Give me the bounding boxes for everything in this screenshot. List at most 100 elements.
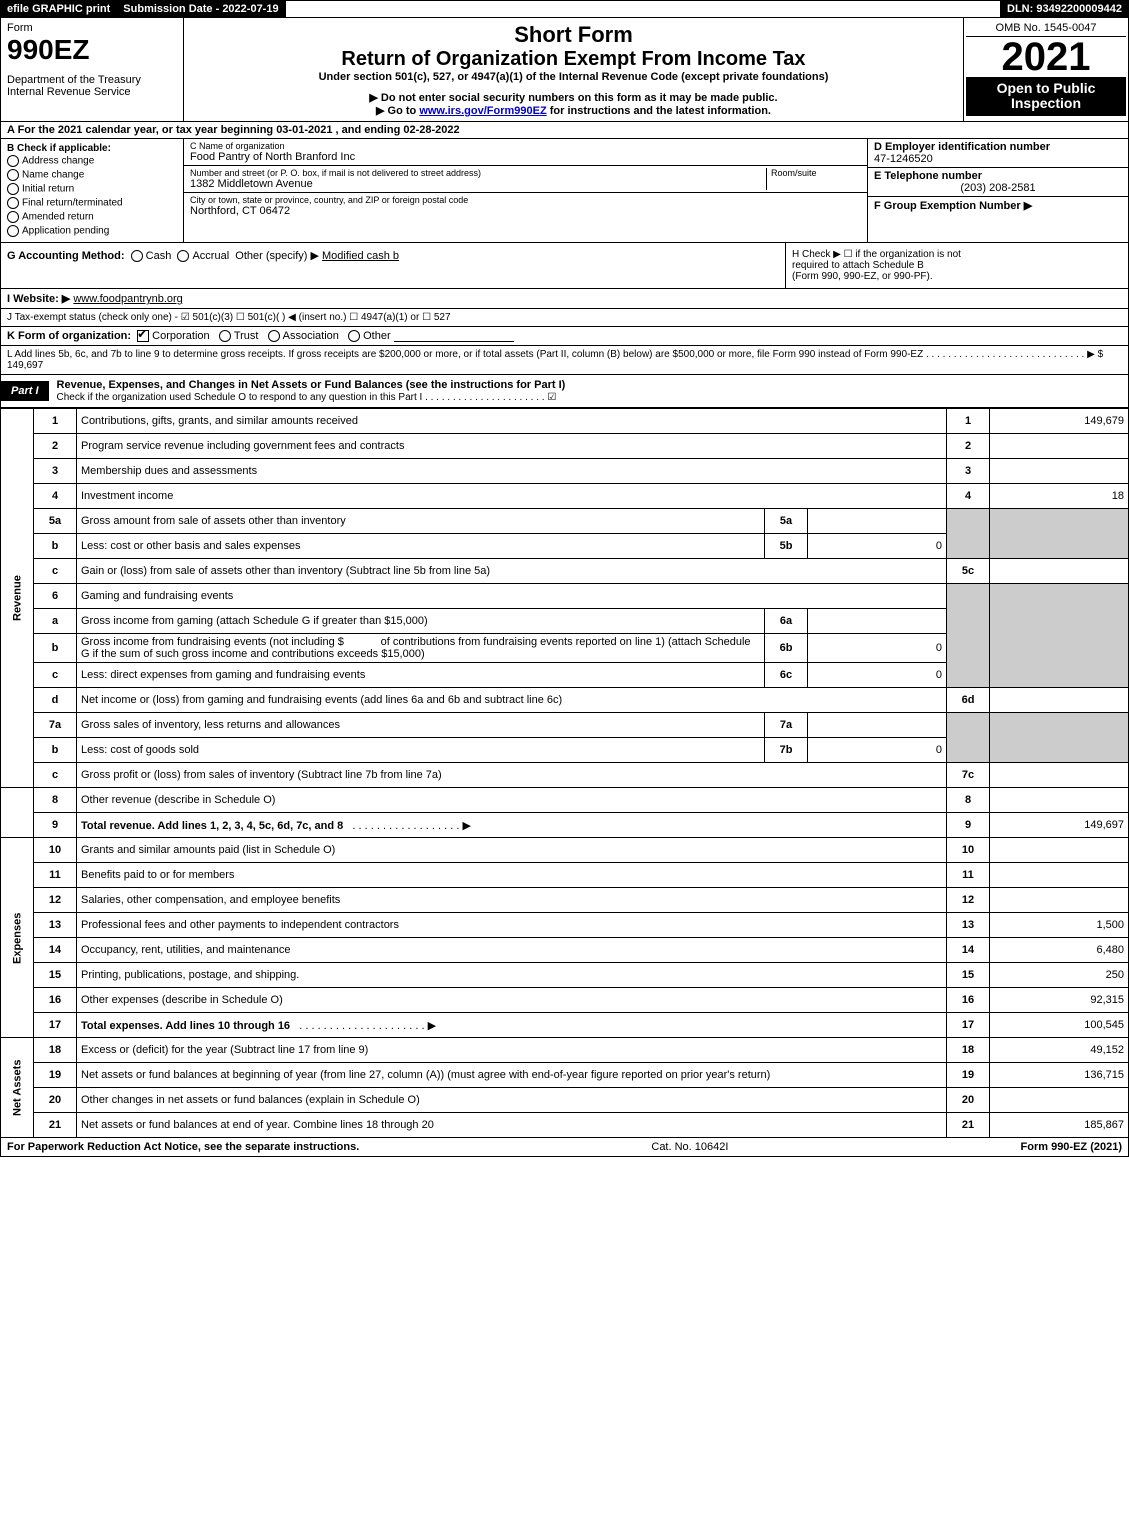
dln: DLN: 93492200009442 bbox=[1000, 1, 1128, 17]
phone-block: E Telephone number (203) 208-2581 bbox=[868, 168, 1128, 197]
line-16: 16Other expenses (describe in Schedule O… bbox=[1, 988, 1129, 1013]
opt-trust: Trust bbox=[234, 330, 259, 342]
opt-other-value: Modified cash b bbox=[322, 250, 399, 262]
chk-application-pending[interactable]: Application pending bbox=[7, 224, 177, 238]
vlabel-revenue: Revenue bbox=[1, 409, 34, 788]
line-6d: d Net income or (loss) from gaming and f… bbox=[1, 688, 1129, 713]
badge1: Open to Public bbox=[997, 80, 1096, 96]
form-number: 990EZ bbox=[7, 34, 177, 66]
opt-other-label: Other (specify) ▶ bbox=[235, 250, 319, 262]
city-label: City or town, state or province, country… bbox=[190, 195, 861, 205]
line-8: 8 Other revenue (describe in Schedule O)… bbox=[1, 788, 1129, 813]
irs-label: Internal Revenue Service bbox=[7, 86, 177, 98]
street-value: 1382 Middletown Avenue bbox=[190, 178, 766, 190]
col-def: D Employer identification number 47-1246… bbox=[868, 139, 1128, 242]
part1-table: Revenue 1 Contributions, gifts, grants, … bbox=[0, 408, 1129, 1138]
efile-print-label[interactable]: efile GRAPHIC print bbox=[7, 3, 110, 15]
footer-cat-no: Cat. No. 10642I bbox=[645, 1138, 734, 1156]
chk-trust[interactable] bbox=[219, 330, 231, 342]
radio-accrual[interactable] bbox=[177, 250, 189, 262]
line-13: 13Professional fees and other payments t… bbox=[1, 913, 1129, 938]
submission-date: Submission Date - 2022-07-19 bbox=[117, 1, 285, 17]
line-17: 17Total expenses. Add lines 10 through 1… bbox=[1, 1013, 1129, 1038]
part1-tag: Part I bbox=[1, 381, 49, 401]
line-7a: 7a Gross sales of inventory, less return… bbox=[1, 713, 1129, 738]
line-1: Revenue 1 Contributions, gifts, grants, … bbox=[1, 409, 1129, 434]
page-footer: For Paperwork Reduction Act Notice, see … bbox=[0, 1138, 1129, 1157]
top-bar: efile GRAPHIC print Submission Date - 20… bbox=[0, 0, 1129, 18]
tax-year: 2021 bbox=[966, 37, 1126, 77]
chk-final-return[interactable]: Final return/terminated bbox=[7, 196, 177, 210]
form-word: Form bbox=[7, 22, 177, 34]
part1-title: Revenue, Expenses, and Changes in Net As… bbox=[57, 379, 566, 391]
g-label: G Accounting Method: bbox=[7, 250, 125, 262]
line-4: 4 Investment income 4 18 bbox=[1, 484, 1129, 509]
line-5c: c Gain or (loss) from sale of assets oth… bbox=[1, 559, 1129, 584]
vlabel-net-assets: Net Assets bbox=[1, 1038, 34, 1138]
irs-link[interactable]: www.irs.gov/Form990EZ bbox=[419, 105, 546, 117]
line-21: 21Net assets or fund balances at end of … bbox=[1, 1113, 1129, 1138]
phone-value: (203) 208-2581 bbox=[874, 182, 1122, 194]
line-7c: c Gross profit or (loss) from sales of i… bbox=[1, 763, 1129, 788]
org-name-block: C Name of organization Food Pantry of No… bbox=[184, 139, 867, 166]
line-15: 15Printing, publications, postage, and s… bbox=[1, 963, 1129, 988]
row-gh: G Accounting Method: Cash Accrual Other … bbox=[0, 243, 1129, 288]
chk-name-change[interactable]: Name change bbox=[7, 168, 177, 182]
website-link[interactable]: www.foodpantrynb.org bbox=[73, 293, 182, 305]
footer-left: For Paperwork Reduction Act Notice, see … bbox=[1, 1138, 365, 1156]
dept-treasury: Department of the Treasury bbox=[7, 74, 177, 86]
subtitle-3: ▶ Go to www.irs.gov/Form990EZ for instru… bbox=[188, 104, 959, 117]
radio-cash[interactable] bbox=[131, 250, 143, 262]
row-i-website: I Website: ▶ www.foodpantrynb.org bbox=[0, 288, 1129, 309]
h-line2: required to attach Schedule B bbox=[792, 260, 1122, 271]
part1-title-wrap: Revenue, Expenses, and Changes in Net As… bbox=[49, 375, 574, 407]
row-a-calendar-year: A For the 2021 calendar year, or tax yea… bbox=[0, 122, 1129, 139]
header-center: Short Form Return of Organization Exempt… bbox=[184, 18, 964, 121]
header-left: Form 990EZ Department of the Treasury In… bbox=[1, 18, 184, 121]
org-name-label: C Name of organization bbox=[190, 141, 861, 151]
vlabel-expenses: Expenses bbox=[1, 838, 34, 1038]
h-line1: H Check ▶ ☐ if the organization is not bbox=[792, 249, 1122, 260]
line-3: 3 Membership dues and assessments 3 bbox=[1, 459, 1129, 484]
opt-corp: Corporation bbox=[152, 330, 209, 342]
col-c-org-info: C Name of organization Food Pantry of No… bbox=[184, 139, 868, 242]
b-label: B Check if applicable: bbox=[7, 143, 177, 154]
badge2: Inspection bbox=[1011, 95, 1081, 111]
chk-corp[interactable] bbox=[137, 330, 149, 342]
h-schedule-b: H Check ▶ ☐ if the organization is not r… bbox=[785, 243, 1128, 288]
col-b-checkboxes: B Check if applicable: Address change Na… bbox=[1, 139, 184, 242]
other-blank bbox=[394, 341, 514, 342]
chk-other[interactable] bbox=[348, 330, 360, 342]
line-14: 14Occupancy, rent, utilities, and mainte… bbox=[1, 938, 1129, 963]
open-public-badge: Open to Public Inspection bbox=[966, 77, 1126, 116]
accounting-method: G Accounting Method: Cash Accrual Other … bbox=[1, 243, 785, 288]
line-10: Expenses 10 Grants and similar amounts p… bbox=[1, 838, 1129, 863]
line-6: 6 Gaming and fundraising events bbox=[1, 584, 1129, 609]
part1-schedO: Check if the organization used Schedule … bbox=[57, 392, 557, 403]
ein-block: D Employer identification number 47-1246… bbox=[868, 139, 1128, 168]
subtitle-2: ▶ Do not enter social security numbers o… bbox=[188, 91, 959, 104]
org-street-block: Number and street (or P. O. box, if mail… bbox=[184, 166, 867, 193]
line-20: 20Other changes in net assets or fund ba… bbox=[1, 1088, 1129, 1113]
chk-address-change[interactable]: Address change bbox=[7, 154, 177, 168]
line-12: 12Salaries, other compensation, and empl… bbox=[1, 888, 1129, 913]
footer-form-id: Form 990-EZ (2021) bbox=[1015, 1138, 1128, 1156]
k-label: K Form of organization: bbox=[7, 330, 131, 342]
ein-value: 47-1246520 bbox=[874, 153, 1122, 165]
chk-amended-return[interactable]: Amended return bbox=[7, 210, 177, 224]
efile-print-button[interactable]: efile GRAPHIC print bbox=[1, 1, 117, 17]
ein-label: D Employer identification number bbox=[874, 141, 1122, 153]
line-5a: 5a Gross amount from sale of assets othe… bbox=[1, 509, 1129, 534]
room-label: Room/suite bbox=[771, 168, 861, 178]
line-11: 11Benefits paid to or for members11 bbox=[1, 863, 1129, 888]
part1-header: Part I Revenue, Expenses, and Changes in… bbox=[0, 375, 1129, 408]
chk-assoc[interactable] bbox=[268, 330, 280, 342]
line-19: 19Net assets or fund balances at beginni… bbox=[1, 1063, 1129, 1088]
form-header: Form 990EZ Department of the Treasury In… bbox=[0, 18, 1129, 122]
h-line3: (Form 990, 990-EZ, or 990-PF). bbox=[792, 271, 1122, 282]
i-label: I Website: ▶ bbox=[7, 293, 70, 305]
return-title: Return of Organization Exempt From Incom… bbox=[188, 48, 959, 71]
chk-initial-return[interactable]: Initial return bbox=[7, 182, 177, 196]
header-right: OMB No. 1545-0047 2021 Open to Public In… bbox=[964, 18, 1128, 121]
city-value: Northford, CT 06472 bbox=[190, 205, 861, 217]
